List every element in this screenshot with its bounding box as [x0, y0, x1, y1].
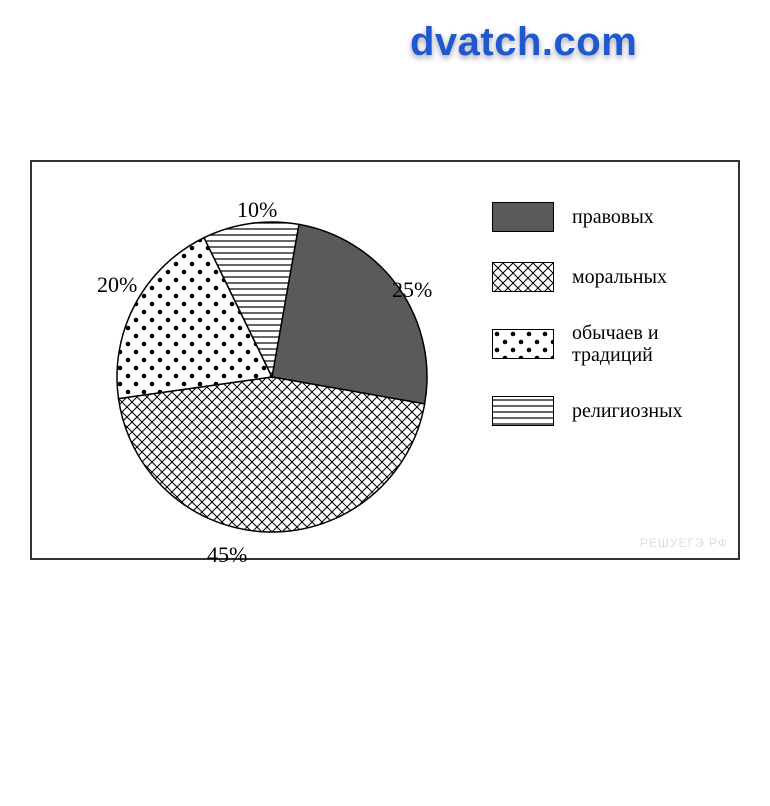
legend-swatch-religious: [492, 396, 554, 426]
legend-row-moral: моральных: [492, 262, 722, 292]
legend-label-moral: моральных: [572, 266, 667, 288]
pie-slice-legal: [272, 224, 427, 404]
legend-row-religious: религиозных: [492, 396, 722, 426]
legend-swatch-customs: [492, 329, 554, 359]
legend-row-customs: обычаев и традиций: [492, 322, 722, 366]
pie-chart: 25%45%20%10%: [52, 172, 472, 552]
pct-label-religious: 10%: [237, 197, 277, 223]
legend-label-customs: обычаев и традиций: [572, 322, 722, 366]
chart-frame: 25%45%20%10% правовыхморальныхобычаев и …: [30, 160, 740, 560]
pie-slice-moral: [119, 377, 425, 532]
legend-swatch-moral: [492, 262, 554, 292]
source-watermark: РЕШУЕГЭ РФ: [640, 536, 728, 550]
pct-label-legal: 25%: [392, 277, 432, 303]
legend-swatch-legal: [492, 202, 554, 232]
watermark-text: dvatch.com: [410, 20, 637, 65]
legend-label-legal: правовых: [572, 206, 654, 228]
pct-label-moral: 45%: [207, 542, 247, 568]
legend-row-legal: правовых: [492, 202, 722, 232]
legend: правовых моральных обычаев и традиций религ…: [492, 202, 722, 456]
pct-label-customs: 20%: [97, 272, 137, 298]
legend-label-religious: религиозных: [572, 400, 683, 422]
